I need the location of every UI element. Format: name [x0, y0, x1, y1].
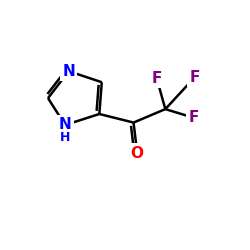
Text: F: F — [190, 70, 200, 85]
Text: F: F — [188, 110, 199, 125]
Text: N: N — [59, 117, 72, 132]
Text: H: H — [60, 131, 70, 144]
Text: F: F — [152, 71, 162, 86]
Text: N: N — [62, 64, 75, 79]
Text: O: O — [131, 146, 144, 160]
